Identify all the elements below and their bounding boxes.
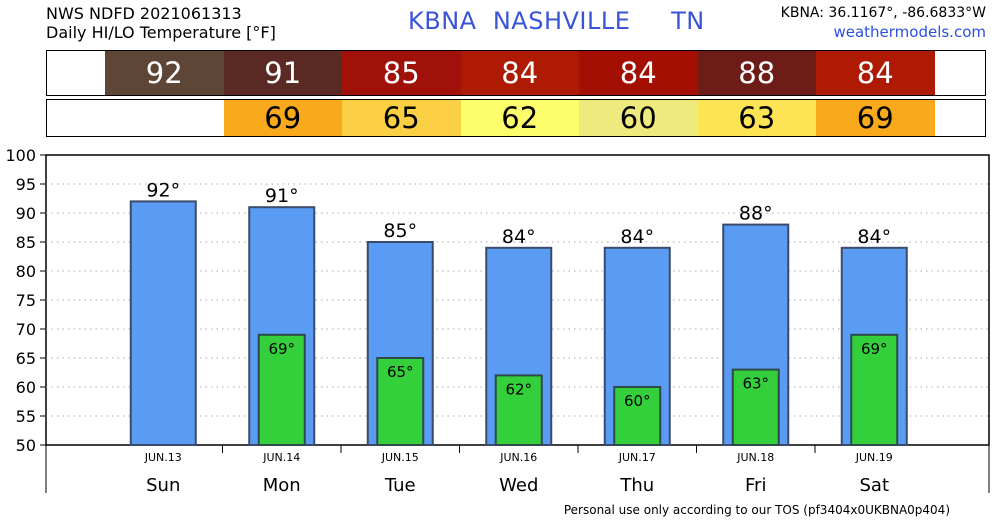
high-bar (129, 200, 197, 447)
high-temp-strip: 92 91 85 84 84 88 84 (46, 50, 986, 96)
y-tick-label: 80 (16, 262, 36, 281)
station-city: NASHVILLE (492, 7, 631, 35)
day-label: Sat (859, 475, 889, 496)
high-temp-cell: 84 (816, 51, 935, 95)
high-temp-cell: 91 (223, 51, 342, 95)
y-tick-label: 50 (16, 436, 36, 455)
low-temp-cell: 60 (579, 100, 698, 136)
low-bar (494, 374, 543, 446)
day-label: Mon (263, 475, 301, 496)
header-title-block: NWS NDFD 2021061313 Daily HI/LO Temperat… (46, 4, 276, 42)
day-label: Fri (745, 475, 766, 496)
high-bar-label: 92° (146, 179, 180, 201)
high-bar-label: 88° (739, 203, 773, 225)
low-bar-label: 60° (624, 392, 651, 410)
y-tick-label: 60 (16, 378, 36, 397)
footer-note: Personal use only according to our TOS (… (563, 503, 950, 517)
y-tick-label: 100 (5, 146, 36, 165)
day-label: Sun (146, 475, 180, 496)
low-bar-label: 63° (742, 375, 769, 393)
high-temp-cell: 88 (697, 51, 816, 95)
station-coords: KBNA: 36.1167°, -86.6833°W (780, 5, 986, 21)
date-label: JUN.16 (499, 451, 537, 464)
low-temp-cell: 69 (223, 100, 342, 136)
high-temp-cell: 84 (460, 51, 579, 95)
high-temp-cell: 92 (105, 51, 224, 95)
temperature-chart: 100 95 90 85 80 75 70 65 60 55 50 92° JUN.13 Sun 91° 69… (5, 146, 990, 496)
y-tick-label: 95 (16, 175, 36, 194)
date-label: JUN.15 (381, 451, 419, 464)
date-label: JUN.14 (262, 451, 300, 464)
y-tick-label: 75 (16, 291, 36, 310)
low-temp-cell: 69 (816, 100, 935, 136)
station-title: KBNA NASHVILLE TN (408, 7, 705, 35)
date-label: JUN.18 (736, 451, 774, 464)
y-tick-label: 65 (16, 349, 36, 368)
y-tick-label: 85 (16, 233, 36, 252)
high-bar-label: 84° (502, 226, 536, 248)
low-temp-cell: 65 (342, 100, 461, 136)
y-tick-label: 90 (16, 204, 36, 223)
high-temp-cell: 84 (579, 51, 698, 95)
variable-line: Daily HI/LO Temperature [°F] (46, 23, 276, 42)
high-bar-label: 84° (620, 226, 654, 248)
low-temp-strip: 69 65 62 60 63 69 (46, 99, 986, 137)
y-tick-label: 70 (16, 320, 36, 339)
high-bar-label: 91° (265, 185, 299, 207)
low-bar (731, 368, 780, 447)
product-line: NWS NDFD 2021061313 (46, 4, 242, 23)
high-bar-label: 85° (383, 220, 417, 242)
header-info: KBNA: 36.1167°, -86.6833°W weathermodels… (781, 4, 986, 42)
low-bar-label: 62° (505, 380, 532, 398)
low-temp-cell: 63 (697, 100, 816, 136)
day-label: Thu (619, 475, 654, 496)
low-bar (850, 333, 899, 446)
y-tick-label: 55 (16, 407, 36, 426)
station-code: KBNA (408, 7, 477, 35)
low-bar-label: 65° (387, 363, 414, 381)
site-name: weathermodels.com (833, 23, 986, 41)
date-label: JUN.13 (144, 451, 182, 464)
low-temp-cell: 62 (460, 100, 579, 136)
day-label: Wed (499, 475, 538, 496)
day-label: Tue (384, 475, 416, 496)
low-bar-label: 69° (861, 340, 888, 358)
date-label: JUN.17 (618, 451, 656, 464)
low-bar (376, 357, 425, 446)
high-temp-cell: 85 (342, 51, 461, 95)
station-state: TN (671, 7, 705, 35)
low-bar (257, 333, 306, 446)
high-bar-label: 84° (857, 226, 891, 248)
date-label: JUN.19 (855, 451, 893, 464)
low-bar (613, 386, 662, 446)
low-bar-label: 69° (268, 340, 295, 358)
